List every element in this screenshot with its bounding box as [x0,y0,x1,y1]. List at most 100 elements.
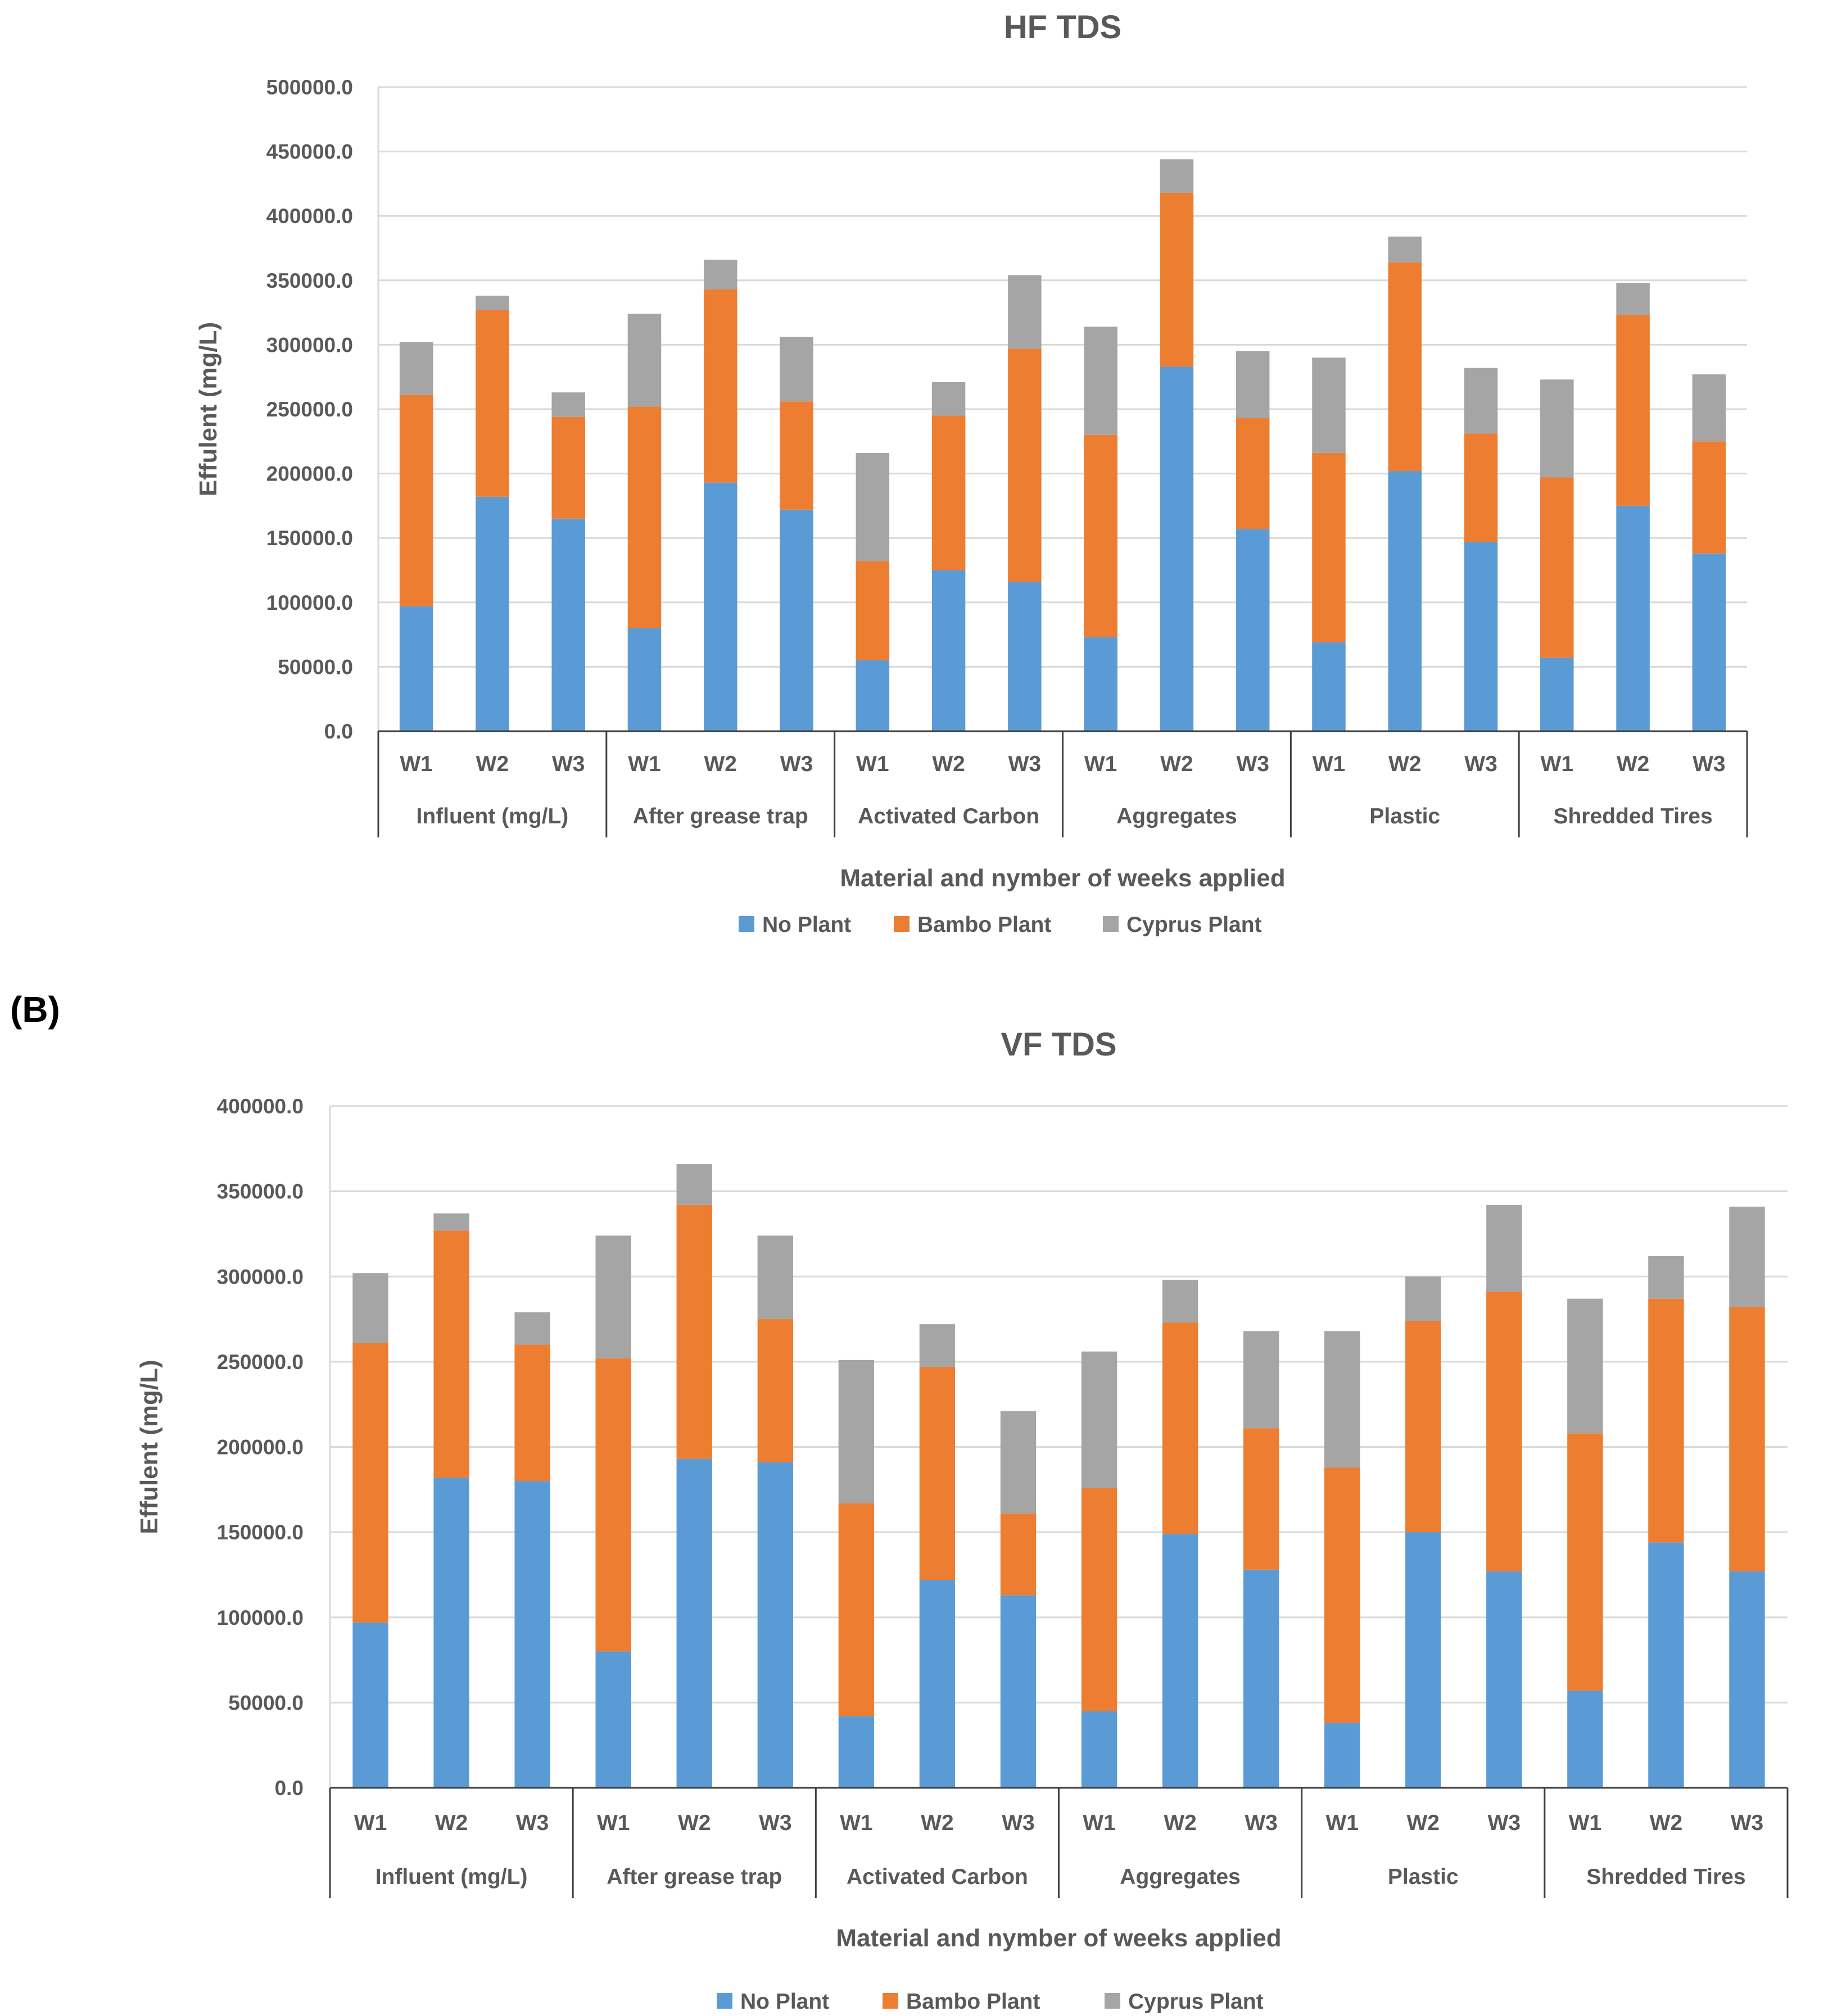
bar-cyprus-plant [1692,374,1726,442]
y-axis-title: Effulent (mg/L) [135,1360,163,1534]
x-tick-label: W2 [704,752,737,776]
bar-cyprus-plant [1567,1298,1603,1434]
x-tick-label: W1 [1325,1811,1359,1835]
legend-swatch-cyprus-plant [1105,1993,1120,2009]
group-label: Aggregates [1116,804,1237,828]
y-tick-label: 50000.0 [228,1691,304,1714]
bar-bambo-plant [595,1358,631,1652]
x-tick-label: W3 [759,1811,792,1835]
x-tick-label: W3 [1693,752,1726,776]
bar-bambo-plant [1160,192,1194,367]
bar-no-plant [838,1716,875,1788]
bar-bambo-plant [703,289,737,483]
bar-bambo-plant [1692,441,1726,554]
x-tick-label: W3 [1488,1811,1521,1835]
bar-bambo-plant [1312,452,1346,642]
bar-no-plant [627,628,662,731]
y-tick-label: 150000.0 [266,527,353,550]
bar-bambo-plant [1008,348,1042,582]
bar-no-plant [1616,505,1650,731]
y-tick-label: 400000.0 [266,205,353,228]
group-label: After grease trap [633,804,808,828]
y-tick-label: 300000.0 [217,1265,304,1288]
bar-cyprus-plant [1236,351,1270,419]
bar-no-plant [399,606,433,731]
bar-cyprus-plant [1008,275,1042,349]
y-tick-label: 250000.0 [266,398,353,421]
bar-bambo-plant [1648,1298,1684,1543]
bar-cyprus-plant [1000,1411,1037,1514]
bar-no-plant [676,1458,712,1788]
bar-cyprus-plant [1464,368,1498,434]
bar-no-plant [1243,1569,1279,1788]
bar-bambo-plant [931,415,966,570]
bar-cyprus-plant [595,1235,631,1358]
y-tick-label: 450000.0 [266,141,353,164]
bar-bambo-plant [780,401,813,510]
legend-swatch-bambo-plant [883,1993,898,2009]
group-label: Aggregates [1120,1865,1241,1889]
bar-no-plant [1162,1534,1198,1788]
legend-swatch-no-plant [739,916,754,932]
x-tick-label: W2 [1160,752,1193,776]
legend-label: Cyprus Plant [1126,913,1262,937]
bar-no-plant [1312,642,1346,731]
bar-cyprus-plant [551,392,585,417]
bar-bambo-plant [514,1344,550,1482]
legend-swatch-bambo-plant [894,916,910,932]
x-tick-label: W3 [516,1811,549,1835]
bar-bambo-plant [1236,418,1270,529]
bar-bambo-plant [1540,477,1574,658]
bar-cyprus-plant [399,342,433,395]
bar-cyprus-plant [476,296,509,310]
legend-label: No Plant [762,913,851,937]
bar-no-plant [514,1481,550,1788]
x-tick-label: W2 [1650,1811,1683,1835]
bar-bambo-plant [1729,1307,1765,1571]
legend-swatch-cyprus-plant [1103,916,1119,932]
bar-cyprus-plant [1540,379,1574,478]
bar-cyprus-plant [838,1360,875,1503]
x-tick-label: W1 [1084,752,1117,776]
x-tick-label: W3 [1464,752,1497,776]
x-tick-label: W3 [1002,1811,1035,1835]
x-tick-label: W3 [780,752,813,776]
bar-no-plant [1008,582,1042,731]
x-tick-label: W1 [354,1811,387,1835]
bar-bambo-plant [1405,1321,1441,1533]
y-tick-label: 100000.0 [217,1606,304,1629]
x-tick-label: W2 [1164,1811,1197,1835]
y-axis-title: Effulent (mg/L) [194,322,222,496]
bar-bambo-plant [676,1204,712,1459]
bar-bambo-plant [919,1366,956,1580]
bar-no-plant [1405,1532,1441,1788]
bar-cyprus-plant [1160,159,1194,193]
bar-cyprus-plant [1388,236,1422,262]
y-tick-label: 0.0 [324,720,353,743]
bar-no-plant [757,1462,793,1788]
x-tick-label: W2 [921,1811,954,1835]
group-label: Shredded Tires [1586,1865,1745,1889]
bar-bambo-plant [1486,1292,1522,1571]
group-label: Influent (mg/L) [375,1865,528,1889]
group-label: Plastic [1369,804,1440,828]
bar-no-plant [595,1651,631,1788]
bar-cyprus-plant [1243,1331,1279,1429]
x-tick-label: W1 [597,1811,630,1835]
bar-bambo-plant [1388,262,1422,472]
bar-bambo-plant [1000,1513,1037,1596]
y-tick-label: 200000.0 [266,463,353,486]
bar-no-plant [551,518,585,731]
bar-no-plant [476,496,509,731]
x-axis-title: Material and nymber of weeks applied [836,1924,1281,1952]
bar-cyprus-plant [514,1312,550,1345]
bar-no-plant [1464,542,1498,731]
legend-label: No Plant [740,1990,829,2014]
y-tick-label: 250000.0 [217,1351,304,1374]
chart-vf-tds: VF TDS 0.0 50000.0 100000.0 150000.0 200000.0… [135,1026,1789,2014]
x-tick-label: W3 [1245,1811,1278,1835]
bar-cyprus-plant [1081,1351,1117,1488]
bar-no-plant [1236,529,1270,731]
group-label: Activated Carbon [847,1865,1028,1889]
